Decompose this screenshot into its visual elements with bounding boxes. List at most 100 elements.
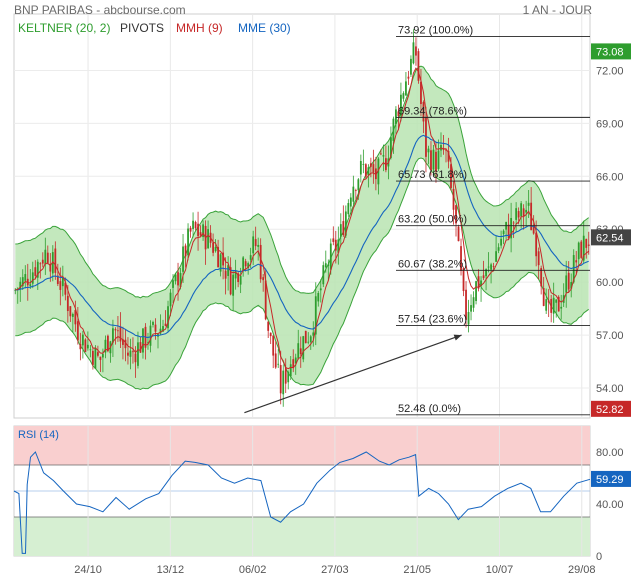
candle-body (19, 281, 22, 290)
candle-body (395, 109, 397, 124)
candle-body (344, 211, 347, 236)
date-tick-label: 21/05 (403, 564, 431, 576)
candle-body (257, 244, 260, 247)
candle-body (262, 277, 265, 281)
candle-body (44, 249, 47, 265)
candle-body (134, 353, 137, 363)
candle-body (232, 274, 235, 296)
candle-body (467, 312, 470, 325)
candle-body (485, 269, 487, 277)
candle-body (354, 190, 357, 192)
date-tick-label: 27/03 (321, 564, 349, 576)
rsi-badge-label: 59.29 (596, 474, 624, 486)
candle-body (482, 275, 485, 279)
candle-body (372, 164, 375, 173)
candle-body (550, 298, 553, 313)
candle-body (540, 268, 543, 287)
candle-body (192, 220, 194, 230)
candle-body (212, 242, 214, 253)
candle-body (435, 151, 437, 172)
period-selector[interactable]: 1 AN - JOUR (522, 3, 592, 17)
candle-body (31, 272, 34, 284)
candle-body (94, 347, 97, 369)
date-tick-label: 10/07 (486, 564, 514, 576)
rsi-badge (591, 470, 631, 487)
fib-level-label: 65.73 (61.8%) (398, 169, 467, 181)
candle-body (532, 225, 535, 234)
candle-body (502, 230, 505, 235)
candle-body (390, 137, 392, 159)
candle-body (274, 353, 277, 368)
candle-body (61, 277, 64, 287)
candle-body (427, 148, 430, 153)
candle-body (74, 310, 77, 325)
candle-body (545, 299, 548, 311)
candle-body (405, 81, 407, 96)
candle-body (264, 280, 267, 320)
keltner-upper (15, 65, 590, 299)
candle-body (107, 335, 109, 352)
candle-body (475, 281, 477, 301)
candle-body (477, 276, 480, 289)
rsi-panel: RSI (14) 80.00 40.00 0 59.29 (13, 425, 631, 563)
candle-body (359, 161, 362, 175)
candle-body (277, 363, 280, 365)
candle-body (294, 357, 297, 364)
trendline (244, 334, 462, 414)
candle-body (194, 221, 197, 229)
candle-body (179, 273, 182, 287)
fib-level-label: 69.34 (78.6%) (398, 105, 467, 117)
candle-body (66, 295, 69, 312)
price-tick-label: 57.00 (596, 330, 624, 342)
candle-body (222, 252, 225, 266)
keltner-band (15, 65, 590, 391)
candle-body (582, 235, 585, 261)
candle-body (572, 255, 575, 283)
candle-body (307, 341, 310, 343)
fib-level-label: 57.54 (23.6%) (398, 314, 467, 326)
trendline-arrowhead (453, 334, 462, 341)
candle-body (137, 342, 139, 366)
candle-body (472, 297, 475, 308)
candle-body (89, 349, 92, 351)
rsi-title: RSI (14) (18, 429, 59, 441)
candle-body (197, 223, 199, 237)
candle-body (437, 150, 440, 169)
candle-body (189, 227, 192, 232)
candle-body (64, 282, 67, 295)
candle-body (537, 251, 540, 266)
candle-body (71, 313, 74, 317)
candle-body (119, 326, 122, 342)
candle-body (567, 272, 570, 290)
candle-body (497, 247, 500, 251)
chart-title: BNP PARIBAS - abcbourse.com (14, 3, 186, 17)
candle-body (410, 58, 412, 75)
candle-body (29, 284, 32, 286)
candle-body (284, 367, 287, 384)
candle-body (565, 275, 568, 293)
candle-body (41, 259, 44, 264)
fib-level-label: 52.48 (0.0%) (398, 403, 461, 415)
candle-body (525, 209, 528, 213)
candle-body (124, 339, 127, 349)
price-badge-last (591, 229, 631, 246)
candle-body (382, 155, 385, 157)
candle-body (214, 246, 217, 252)
candle-body (81, 334, 84, 346)
candle-body (339, 224, 342, 237)
candle-body (324, 263, 327, 268)
candle-body (104, 339, 107, 353)
candle-body (319, 288, 322, 291)
candle-body (91, 350, 94, 365)
candle-body (54, 248, 57, 273)
candle-body (447, 150, 450, 162)
candle-body (490, 264, 492, 270)
candle-body (59, 281, 62, 290)
candle-body (292, 359, 295, 369)
candle-body (560, 306, 563, 309)
candle-body (580, 241, 583, 258)
candle-body (86, 344, 89, 349)
date-tick-label: 29/08 (568, 564, 596, 576)
fib-level-label: 60.67 (38.2%) (398, 258, 467, 270)
candle-body (247, 263, 250, 269)
